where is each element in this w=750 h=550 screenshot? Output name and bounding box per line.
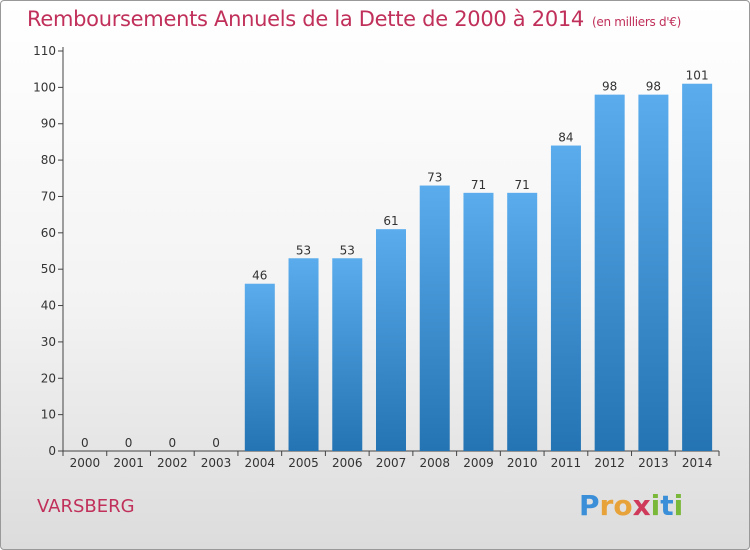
- y-tick-labels: 0 10 20 30 40 50 60 70 80 90 100 110: [33, 44, 63, 458]
- data-label: 0: [212, 436, 220, 450]
- bar: [507, 192, 538, 451]
- x-tick-label: 2014: [682, 456, 713, 470]
- chart-unit-note: (en milliers d'€): [592, 15, 682, 29]
- data-label: 71: [515, 178, 530, 192]
- logo-letter: r: [599, 489, 614, 522]
- x-tick-label: 2005: [288, 456, 319, 470]
- x-tick-label: 2012: [594, 456, 625, 470]
- data-labels: 0 0 0 0 46 53 53 61 73 71 71 84 98 98 101: [81, 69, 709, 450]
- data-label: 101: [686, 69, 709, 83]
- x-tick-label: 2003: [201, 456, 232, 470]
- bars: [244, 83, 713, 452]
- data-label: 53: [296, 243, 311, 257]
- x-tick-label: 2010: [507, 456, 538, 470]
- logo-letter: t: [660, 489, 674, 522]
- x-tick-label: 2001: [113, 456, 144, 470]
- chart-title-text: Remboursements Annuels de la Dette de 20…: [27, 7, 584, 31]
- logo-letter: x: [632, 489, 651, 522]
- bar: [419, 185, 450, 451]
- y-tick-label: 20: [41, 371, 56, 385]
- y-tick-label: 40: [41, 299, 56, 313]
- bar: [288, 258, 319, 451]
- y-tick-label: 0: [48, 444, 56, 458]
- logo-letter: i: [650, 489, 661, 522]
- x-tick-label: 2008: [419, 456, 450, 470]
- data-label: 73: [427, 171, 442, 185]
- x-tick-label: 2004: [245, 456, 276, 470]
- bar: [376, 229, 406, 451]
- logo-letter: P: [579, 489, 600, 522]
- x-tick-label: 2013: [638, 456, 669, 470]
- chart-title: Remboursements Annuels de la Dette de 20…: [27, 7, 681, 31]
- data-label: 84: [558, 131, 573, 145]
- y-tick-label: 50: [41, 262, 56, 276]
- y-tick-label: 60: [41, 226, 56, 240]
- logo-letter: o: [613, 489, 633, 522]
- bar: [682, 83, 713, 452]
- y-tick-label: 110: [33, 44, 56, 58]
- x-tick-label: 2007: [376, 456, 407, 470]
- data-label: 53: [340, 243, 355, 257]
- bar: [463, 192, 494, 451]
- y-tick-label: 100: [33, 80, 56, 94]
- bar: [594, 94, 625, 452]
- bar: [550, 145, 581, 451]
- bar: [638, 94, 669, 452]
- commune-name: VARSBERG: [37, 496, 135, 517]
- y-tick-label: 30: [41, 335, 56, 349]
- y-tick-label: 80: [41, 153, 56, 167]
- x-tick-label: 2009: [463, 456, 494, 470]
- x-tick-label: 2006: [332, 456, 363, 470]
- x-tick-label: 2000: [70, 456, 101, 470]
- data-label: 71: [471, 178, 486, 192]
- bar: [244, 283, 275, 451]
- bar: [332, 258, 363, 451]
- data-label: 0: [81, 436, 89, 450]
- proxiti-logo: Proxiti: [579, 489, 683, 522]
- data-label: 0: [125, 436, 133, 450]
- data-label: 98: [602, 80, 617, 94]
- data-label: 61: [383, 214, 398, 228]
- x-tick-label: 2011: [551, 456, 582, 470]
- data-label: 46: [252, 269, 267, 283]
- x-tick-labels: 2000 2001 2002 2003 2004 2005 2006 2007 2008 2009…: [62, 451, 720, 470]
- data-label: 0: [169, 436, 177, 450]
- x-tick-label: 2002: [157, 456, 188, 470]
- y-tick-label: 90: [41, 117, 56, 131]
- y-tick-label: 10: [41, 408, 56, 422]
- y-tick-label: 70: [41, 189, 56, 203]
- logo-letter: i: [673, 489, 684, 522]
- data-label: 98: [646, 80, 661, 94]
